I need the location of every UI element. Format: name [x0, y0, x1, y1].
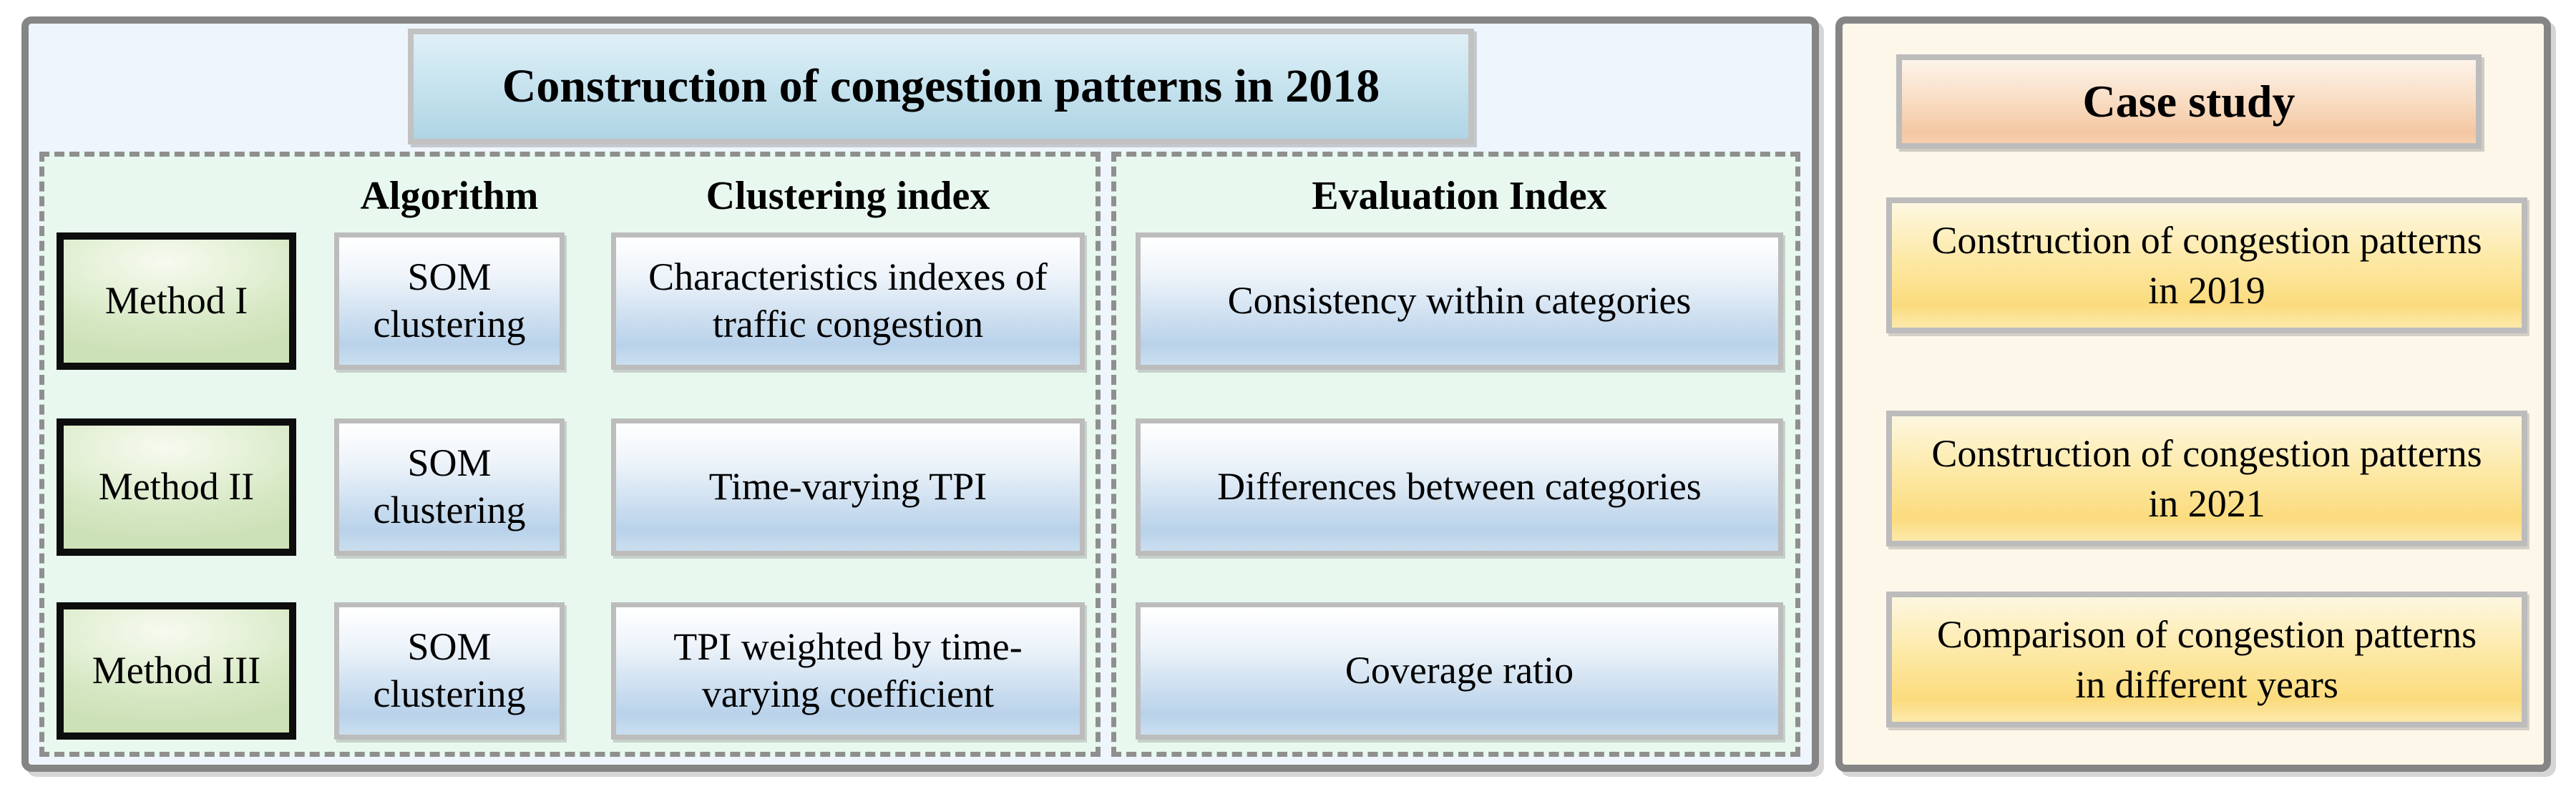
case-study-item-2021: Construction of congestion patterns in 2…: [1886, 411, 2527, 547]
method-2-algorithm-box: SOM clustering: [334, 418, 565, 556]
method-1-clustering-index-box: Characteristics indexes of traffic conge…: [611, 232, 1085, 370]
construction-panel: Construction of congestion patterns in 2…: [21, 16, 1819, 772]
method-3-clustering-index-box: TPI weighted by time-varying coefficient: [611, 602, 1085, 740]
method-1-algorithm-box: SOM clustering: [334, 232, 565, 370]
evaluation-index-2-box: Differences between categories: [1136, 418, 1783, 556]
column-header-evaluation-index: Evaluation Index: [1312, 174, 1607, 218]
case-study-title-box: Case study: [1896, 54, 2482, 149]
case-study-title: Case study: [2082, 76, 2296, 127]
method-3-box: Method III: [57, 602, 296, 740]
case-study-panel: Case study Construction of congestion pa…: [1835, 16, 2551, 772]
method-2-box: Method II: [57, 418, 296, 556]
construction-title-box: Construction of congestion patterns in 2…: [408, 29, 1474, 144]
method-2-clustering-index-box: Time-varying TPI: [611, 418, 1085, 556]
column-header-clustering-index: Clustering index: [706, 174, 990, 218]
column-header-algorithm: Algorithm: [360, 174, 539, 218]
method-3-algorithm-box: SOM clustering: [334, 602, 565, 740]
construction-title: Construction of congestion patterns in 2…: [502, 60, 1380, 112]
evaluation-index-3-box: Coverage ratio: [1136, 602, 1783, 740]
case-study-item-2019: Construction of congestion patterns in 2…: [1886, 197, 2527, 333]
evaluation-index-1-box: Consistency within categories: [1136, 232, 1783, 370]
method-1-box: Method I: [57, 232, 296, 370]
case-study-item-comparison: Comparison of congestion patterns in dif…: [1886, 592, 2527, 727]
